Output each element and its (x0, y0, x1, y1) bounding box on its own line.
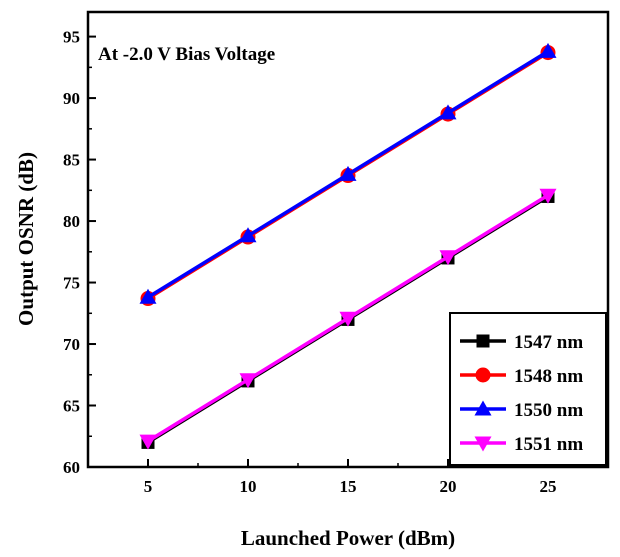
legend-item: 1551 nm (460, 434, 583, 455)
legend-label: 1550 nm (514, 400, 583, 421)
series-1551-nm (139, 188, 557, 450)
x-axis-ticks: 5 10 15 20 25 (144, 459, 557, 496)
y-axis-ticks: 60 65 70 75 80 85 90 95 (63, 28, 96, 477)
plot-frame (86, 10, 610, 469)
y-tick-label: 65 (63, 397, 80, 416)
y-tick-label: 95 (63, 28, 80, 47)
legend-box (449, 312, 607, 466)
data-point (239, 373, 257, 389)
data-point (239, 227, 257, 243)
series-1550-nm (139, 42, 557, 304)
legend: 1547 nm 1548 nm 1550 nm 1551 nm (449, 312, 607, 466)
legend-marker (475, 367, 491, 383)
data-point (439, 104, 457, 120)
x-tick-label: 5 (144, 477, 153, 496)
legend-item: 1550 nm (460, 400, 583, 421)
y-tick-label: 85 (63, 151, 80, 170)
bias-voltage-annotation: At -2.0 V Bias Voltage (98, 44, 275, 65)
y-tick-label: 60 (63, 458, 80, 477)
x-axis-title: Launched Power (dBm) (241, 526, 455, 550)
data-point (139, 434, 157, 450)
data-point (539, 188, 557, 204)
legend-item: 1547 nm (460, 332, 583, 353)
data-point (339, 311, 357, 327)
series-layer (139, 42, 557, 450)
data-point (139, 288, 157, 304)
x-tick-label: 15 (340, 477, 357, 496)
legend-marker (474, 400, 492, 416)
legend-label: 1551 nm (514, 434, 583, 455)
data-point (339, 165, 357, 181)
x-tick-label: 20 (440, 477, 457, 496)
x-tick-label: 25 (540, 477, 557, 496)
legend-item: 1548 nm (460, 366, 583, 387)
x-tick-label: 10 (240, 477, 257, 496)
y-tick-label: 70 (63, 335, 80, 354)
y-tick-label: 75 (63, 274, 80, 293)
legend-marker (474, 436, 492, 452)
legend-label: 1547 nm (514, 332, 583, 353)
y-axis-title: Output OSNR (dB) (14, 152, 38, 326)
data-point (439, 250, 457, 266)
legend-marker (476, 334, 490, 348)
y-tick-label: 90 (63, 89, 80, 108)
y-tick-label: 80 (63, 212, 80, 231)
legend-label: 1548 nm (514, 366, 583, 387)
data-point (539, 42, 557, 58)
